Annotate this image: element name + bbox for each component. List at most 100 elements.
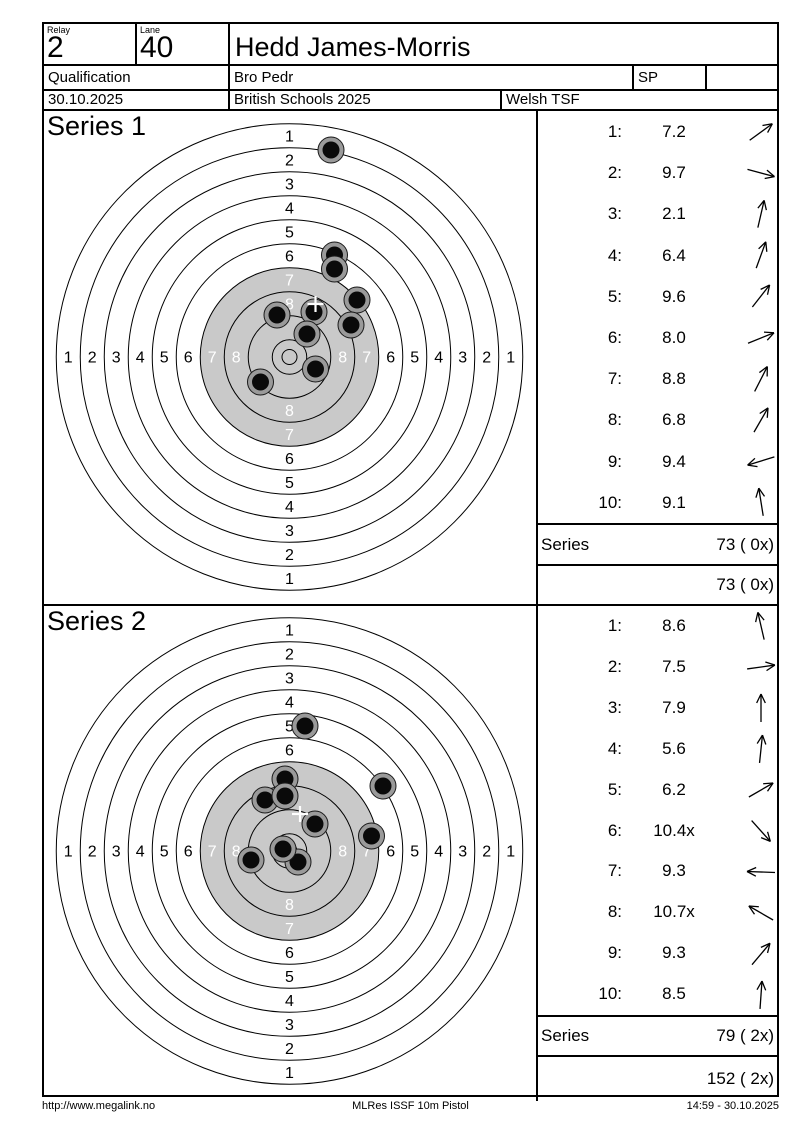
shot-direction-arrow [741, 606, 781, 646]
ring-label-backing [407, 348, 422, 366]
shot-number: 8: [607, 902, 622, 922]
ring-label: 8 [232, 350, 241, 367]
ring-label: 1 [285, 622, 294, 639]
shot-hole [269, 835, 297, 863]
ring-label-backing [85, 842, 100, 860]
shot-row: 9: 9.4 [538, 441, 777, 482]
ring-label: 6 [184, 350, 193, 367]
ring-label: 3 [112, 844, 121, 861]
shot-score: 7.9 [662, 697, 686, 717]
ring-label-backing [407, 842, 422, 860]
arrow-icon [747, 661, 776, 672]
event-name: British Schools 2025 [234, 91, 371, 108]
ring-label: 5 [160, 844, 169, 861]
ring-label: 3 [112, 350, 121, 367]
ring-label: 4 [285, 499, 294, 516]
ring-circle [55, 617, 524, 1085]
shot-score: 5.6 [662, 738, 686, 758]
ring-label: 1 [64, 350, 73, 367]
running-total-value: 73 ( 0x) [716, 575, 774, 594]
ring-circle [175, 243, 404, 471]
footer-datetime: 14:59 - 30.10.2025 [686, 1100, 779, 1112]
ring-label-backing [282, 1039, 297, 1057]
ring-label-backing [282, 425, 297, 443]
content-frame: Relay 2 Lane 40 Hedd James-Morris Qualif… [42, 22, 781, 1101]
shot-core [242, 851, 260, 869]
arrow-icon [755, 612, 765, 641]
class-value: SP [638, 68, 659, 86]
shot-number: 9: [607, 451, 622, 471]
shot-core [256, 791, 274, 809]
ring-label-backing [282, 741, 297, 759]
ring-label-backing [282, 967, 297, 985]
shot-score: 8.0 [662, 328, 686, 347]
shot-direction-arrow [741, 811, 781, 851]
ring-label-backing [205, 348, 220, 366]
ring-label-backing [479, 348, 494, 366]
ring-label: 2 [88, 350, 97, 367]
ring-label: 7 [362, 844, 371, 861]
shot-direction-arrow [741, 688, 781, 728]
team-name: Welsh TSF [506, 91, 580, 108]
shot-number: 2: [607, 163, 622, 183]
ring-label-backing [282, 1015, 297, 1033]
ring-label: 8 [338, 350, 347, 367]
shot-core [305, 303, 323, 321]
shot-direction-arrow [741, 729, 781, 769]
shot-number: 7: [607, 861, 622, 881]
ring-label-backing [229, 348, 244, 366]
shot-number: 1: [607, 616, 622, 635]
shot-number: 5: [607, 779, 622, 799]
shot-direction-arrow [741, 441, 781, 481]
ring-label: 3 [458, 844, 467, 861]
shooter-cell: Hedd James-Morris [230, 24, 777, 66]
shot-core [322, 141, 340, 159]
shot-hole [301, 810, 329, 838]
shot-score: 10.4x [653, 820, 695, 840]
shot-direction-arrow [741, 153, 781, 193]
ring-label: 6 [386, 844, 395, 861]
shot-direction-arrow [741, 482, 781, 522]
arrow-icon [748, 905, 774, 921]
shot-hole [247, 368, 274, 396]
shot-hole [293, 320, 321, 348]
shot-row: 4: 5.6 [538, 729, 777, 770]
lane-label: Lane [140, 25, 161, 35]
ring-label: 7 [208, 844, 217, 861]
shot-direction-arrow [741, 112, 781, 152]
ring-label-backing [282, 919, 297, 937]
shot-core [276, 787, 294, 805]
ring-label: 7 [285, 272, 294, 289]
footer-url: http://www.megalink.no [42, 1100, 156, 1112]
shot-core [296, 717, 314, 735]
shot-score: 8.5 [662, 984, 686, 1004]
ring-label: 3 [458, 350, 467, 367]
ring-label-backing [479, 842, 494, 860]
series-title: Series 2 [47, 606, 147, 636]
ring-circle [55, 123, 524, 591]
ring-label-backing [503, 842, 518, 860]
shot-row: 8: 6.8 [538, 399, 777, 440]
shot-hole [291, 712, 319, 740]
arrow-icon [749, 122, 773, 141]
series-sum-row: Series 79 ( 2x) [538, 1015, 777, 1055]
shot-row: 7: 9.3 [538, 851, 777, 892]
ring-label-backing [282, 693, 297, 711]
shot-number: 6: [607, 328, 622, 347]
ring-label: 2 [482, 844, 491, 861]
date-value: 30.10.2025 [48, 91, 124, 108]
ring-label-backing [282, 271, 297, 289]
club-name: Bro Pedr [234, 68, 294, 86]
ring-label: 4 [136, 844, 145, 861]
ring-label: 8 [338, 844, 347, 861]
shot-direction-arrow [741, 235, 781, 275]
shot-row: 3: 7.9 [538, 688, 777, 729]
series-sum-label: Series [541, 535, 590, 554]
ring-label: 6 [285, 248, 294, 265]
shot-score: 9.6 [662, 286, 686, 306]
shot-direction-arrow [741, 647, 781, 687]
shot-score: 6.4 [662, 245, 686, 265]
shot-score: 9.7 [662, 163, 686, 183]
ring-label: 1 [285, 571, 294, 588]
